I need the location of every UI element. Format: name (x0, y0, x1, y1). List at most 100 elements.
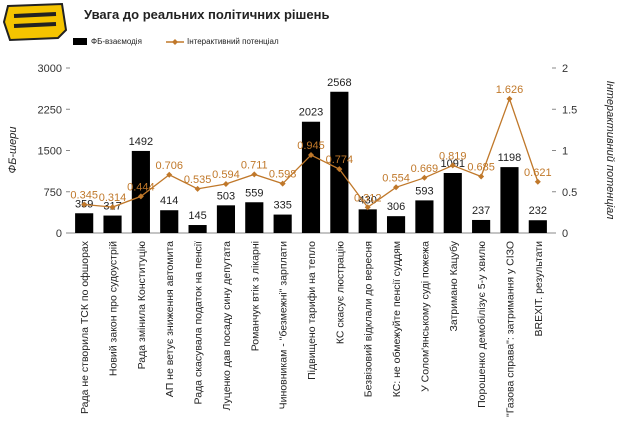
x-tick-label: Луценко дав посаду сину депутата (221, 241, 233, 411)
x-tick-label: Рада змінила Конституцію (136, 241, 148, 369)
x-tick-label: Романчук втік з лікарні (249, 241, 261, 351)
line-value-label: 1.626 (496, 84, 524, 96)
bar (301, 121, 321, 233)
legend-label: ФБ-взаємодія (91, 37, 142, 46)
y-tick-label: 750 (44, 187, 62, 199)
legend-marker (172, 39, 178, 45)
bar-value-label: 145 (188, 210, 206, 222)
x-tick-label: Порошенко демобілізує 5-у хвилю (476, 241, 488, 408)
x-tick-label: Підвищено тарифи на тепло (306, 241, 318, 380)
line-marker (81, 201, 88, 208)
line-value-label: 0.598 (269, 169, 297, 181)
line-value-label: 0.594 (212, 169, 240, 181)
bar-value-label: 559 (245, 187, 263, 199)
line-value-label: 0.774 (326, 154, 354, 166)
line-marker (166, 171, 173, 178)
y-tick-label: 0 (56, 228, 62, 240)
bar-value-label: 593 (415, 185, 433, 197)
bar-value-label: 1492 (129, 136, 153, 148)
bar (386, 216, 406, 233)
y2-tick-label: 2 (562, 63, 568, 75)
bar-value-label: 306 (387, 201, 405, 213)
x-tick-label: Безвізовий відклали до вересня (363, 241, 375, 397)
bar-value-label: 232 (529, 205, 547, 217)
x-tick-label: BREXIT. результати (533, 241, 545, 337)
line-marker (336, 166, 343, 173)
y-tick-label: 1500 (38, 146, 62, 158)
bar-value-label: 2023 (299, 107, 323, 119)
bar (75, 213, 94, 233)
line-value-label: 0.621 (524, 167, 552, 179)
bar (358, 209, 377, 233)
y-tick-label: 2250 (38, 104, 62, 116)
line-value-label: 0.669 (411, 163, 439, 175)
bar (415, 200, 434, 233)
line-marker (506, 95, 513, 102)
bar-value-label: 503 (217, 190, 235, 202)
bar (160, 210, 179, 233)
bar (528, 220, 547, 233)
bar (443, 172, 462, 233)
line-marker (393, 184, 400, 191)
bar (472, 219, 491, 233)
legend-label: Інтерактивний потенціал (187, 37, 279, 46)
bar (103, 215, 122, 233)
line-marker (137, 193, 144, 200)
line-value-label: 0.706 (155, 160, 183, 172)
line-value-label: 0.345 (70, 190, 98, 202)
bar (330, 91, 349, 233)
bar-value-label: 237 (472, 205, 490, 217)
line-value-label: 0.819 (439, 150, 467, 162)
line-value-label: 0.312 (354, 192, 382, 204)
line-marker (308, 152, 314, 159)
x-tick-label: Новий закон про судоустрій (108, 241, 120, 376)
line-marker (534, 178, 541, 185)
y2-tick-label: 1.5 (562, 104, 577, 116)
y2-tick-label: 0 (562, 228, 568, 240)
x-tick-label: У Солом'янському суді пожежа (419, 241, 431, 392)
y-tick-label: 3000 (38, 63, 62, 75)
line-marker (449, 162, 456, 169)
x-tick-label: "Газова справа": затримання у СІЗО (504, 241, 516, 417)
bar (273, 214, 292, 233)
line-marker (222, 180, 229, 187)
bar (188, 225, 207, 233)
bar-value-label: 1198 (498, 152, 522, 164)
x-tick-label: КС скасує люстрацію (334, 241, 346, 344)
line-marker (109, 204, 116, 211)
line-value-label: 0.535 (184, 174, 212, 186)
x-tick-label: Чиновникам - "безмежні" зарплати (278, 241, 290, 409)
chart-title: Увага до реальних політичних рішень (84, 7, 329, 22)
y-axis-title: ФБ-шери (7, 126, 19, 173)
line-value-label: 0.554 (382, 172, 410, 184)
bar (131, 150, 150, 233)
bar (245, 202, 264, 233)
line-marker (279, 180, 286, 187)
x-tick-label: АП не ветує зниження автомита (164, 241, 176, 397)
bar-value-label: 2568 (327, 77, 351, 89)
line-marker (364, 204, 371, 211)
y2-tick-label: 1 (562, 146, 568, 158)
line-marker (478, 173, 485, 180)
legend-swatch (73, 38, 87, 45)
line-value-label: 0.444 (127, 181, 155, 193)
line-value-label: 0.945 (297, 140, 325, 152)
x-tick-label: Рада не створила ТСК по офшорах (79, 240, 91, 414)
x-tick-label: КС: не обмежуйте пенсії суддям (391, 241, 403, 397)
bar-value-label: 335 (273, 200, 291, 212)
line-marker (421, 174, 428, 181)
y2-tick-label: 0.5 (562, 187, 577, 199)
logo (2, 2, 68, 42)
line-marker (251, 171, 258, 178)
line-value-label: 0.685 (467, 161, 495, 173)
bar (500, 167, 519, 233)
line-value-label: 0.711 (241, 159, 268, 171)
y2-axis-title: Інтерактивний потенціал (604, 81, 616, 220)
line-value-label: 0.314 (99, 192, 127, 204)
bar (216, 205, 236, 233)
x-tick-label: Рада скасувала податок на пенсії (193, 241, 205, 405)
bar-value-label: 414 (160, 195, 178, 207)
x-tick-label: Затримано Кацубу (448, 240, 460, 331)
line-marker (194, 185, 201, 192)
